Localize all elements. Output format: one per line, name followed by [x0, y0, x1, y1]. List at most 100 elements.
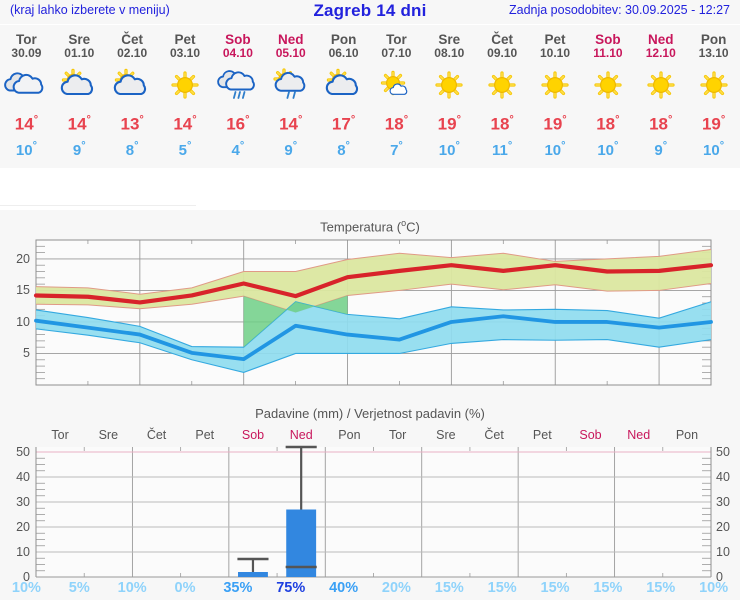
day-date: 13.10 [698, 46, 729, 60]
temp-max: 14° [15, 110, 38, 135]
day-date: 04.10 [222, 46, 253, 60]
day-column[interactable]: Pet 03.10 14° 5° [159, 28, 212, 168]
temperature-title-tail: C) [406, 219, 420, 235]
temp-min-value: 9 [654, 141, 663, 159]
precip-day-label: Pet [532, 428, 552, 442]
daily-summary-grid: Tor 30.09 14° 10° Sre 01.10 14° 9° Čet 02.10 13° 8°… [0, 28, 740, 168]
sunny-icon [638, 66, 684, 106]
precip-probability: 0% [174, 580, 196, 596]
precip-y-tick-left: 0 [23, 570, 30, 584]
temp-min-value: 9 [72, 141, 82, 159]
temp-min: 8° [337, 137, 350, 160]
temperature-title-main: Temperatura ( [320, 219, 402, 235]
day-of-week: Čet [491, 32, 514, 47]
page-title: Zagreb 14 dni [313, 1, 427, 20]
day-of-week: Čet [121, 32, 144, 47]
temp-min: 10° [597, 137, 618, 160]
precip-y-tick-left: 40 [16, 470, 30, 484]
day-column[interactable]: Sre 08.10 19° 10° [423, 28, 476, 168]
temp-max: 19° [543, 110, 566, 135]
precip-probability: 10% [117, 580, 147, 596]
temp-min-value: 8 [337, 141, 346, 159]
degree-sign: ° [292, 139, 298, 152]
temp-max-value: 14 [67, 114, 87, 134]
temp-min-value: 10 [703, 141, 720, 159]
precip-bar-group [285, 445, 317, 577]
precipitation-chart-title: Padavine (mm) / Verjetnost padavin (%) [255, 406, 485, 421]
sunny-icon [532, 66, 578, 106]
degree-sign: ° [33, 114, 39, 126]
precip-probability: 35% [223, 580, 253, 596]
degree-sign: ° [719, 139, 725, 152]
temp-max: 16° [226, 110, 249, 135]
day-of-week: Pet [544, 32, 566, 47]
precip-y-tick-right: 10 [716, 545, 730, 559]
precip-probability: 15% [434, 580, 464, 596]
precipitation-day-labels: Tor Sre Čet Pet Sob Ned Pon Tor Sre Čet Pet Sob Ned P… [36, 428, 711, 444]
precip-day-label: Sob [579, 428, 602, 442]
temp-max-value: 13 [120, 114, 140, 134]
temp-max-value: 19 [543, 114, 563, 134]
degree-sign: ° [134, 139, 139, 152]
separator-rule [0, 205, 196, 206]
temp-max-value: 18 [384, 114, 404, 134]
day-date: 30.09 [11, 46, 42, 60]
precip-day-label: Čet [146, 428, 167, 442]
day-column[interactable]: Ned 12.10 18° 9° [634, 28, 687, 168]
day-column[interactable]: Sob 04.10 16° 4° [211, 28, 264, 168]
precip-probability: 15% [593, 580, 623, 596]
temp-min: 5° [179, 137, 192, 160]
precip-probability: 5% [68, 580, 90, 596]
temp-max: 18° [491, 110, 514, 135]
temp-min-value: 10 [597, 141, 615, 159]
sunny-icon [585, 66, 631, 106]
temp-max-value: 16 [226, 114, 246, 134]
day-column[interactable]: Ned 05.10 14° 9° [264, 28, 317, 168]
temp-max: 14° [68, 110, 91, 135]
temp-min: 7° [390, 137, 403, 160]
temp-max: 18° [596, 110, 619, 135]
precip-probability: 75% [276, 580, 306, 596]
temp-max-line [33, 263, 714, 305]
sun-small-cloud-icon [373, 66, 419, 106]
temp-min: 8° [126, 137, 139, 160]
day-of-week: Sob [225, 32, 251, 47]
day-date: 05.10 [275, 46, 306, 60]
precip-y-tick-right: 30 [716, 495, 730, 509]
temp-y-tick: 20 [16, 251, 30, 266]
day-column[interactable]: Čet 09.10 18° 11° [476, 28, 529, 168]
precip-bar-group [237, 557, 269, 577]
sun-rain-icon [268, 66, 314, 106]
degree-sign: ° [562, 114, 567, 126]
cloudy-icon [3, 66, 49, 106]
day-column[interactable]: Čet 02.10 13° 8° [106, 28, 159, 168]
degree-sign: ° [509, 114, 514, 126]
temp-max-value: 14 [173, 114, 193, 134]
day-of-week: Sob [595, 32, 621, 47]
degree-sign: ° [192, 114, 197, 126]
day-of-week: Tor [386, 32, 407, 47]
precip-day-label: Tor [51, 428, 69, 442]
day-column[interactable]: Tor 30.09 14° 10° [0, 28, 53, 168]
day-column[interactable]: Tor 07.10 18° 7° [370, 28, 423, 168]
temp-min: 4° [231, 137, 244, 160]
precip-day-label: Čet [484, 428, 504, 442]
temp-max: 19° [702, 110, 725, 135]
temp-min-value: 7 [390, 141, 399, 159]
day-date: 06.10 [328, 46, 359, 60]
day-of-week: Ned [647, 32, 674, 47]
temp-max: 18° [649, 110, 672, 135]
temp-min-value: 11 [492, 141, 508, 159]
precip-probability: 15% [487, 580, 517, 596]
day-column[interactable]: Pet 10.10 19° 10° [529, 28, 582, 168]
day-column[interactable]: Pon 06.10 17° 8° [317, 28, 370, 168]
last-update: Zadnja posodobitev: 30.09.2025 - 12:27 [508, 3, 730, 17]
day-column[interactable]: Sob 11.10 18° 10° [581, 28, 634, 168]
partly-sunny-icon [321, 66, 367, 106]
temp-min: 11° [492, 137, 512, 160]
day-column[interactable]: Sre 01.10 14° 9° [53, 28, 106, 168]
temp-min-value: 10 [15, 141, 33, 159]
day-column[interactable]: Pon 13.10 19° 10° [687, 28, 740, 168]
precip-day-label: Ned [627, 428, 651, 442]
